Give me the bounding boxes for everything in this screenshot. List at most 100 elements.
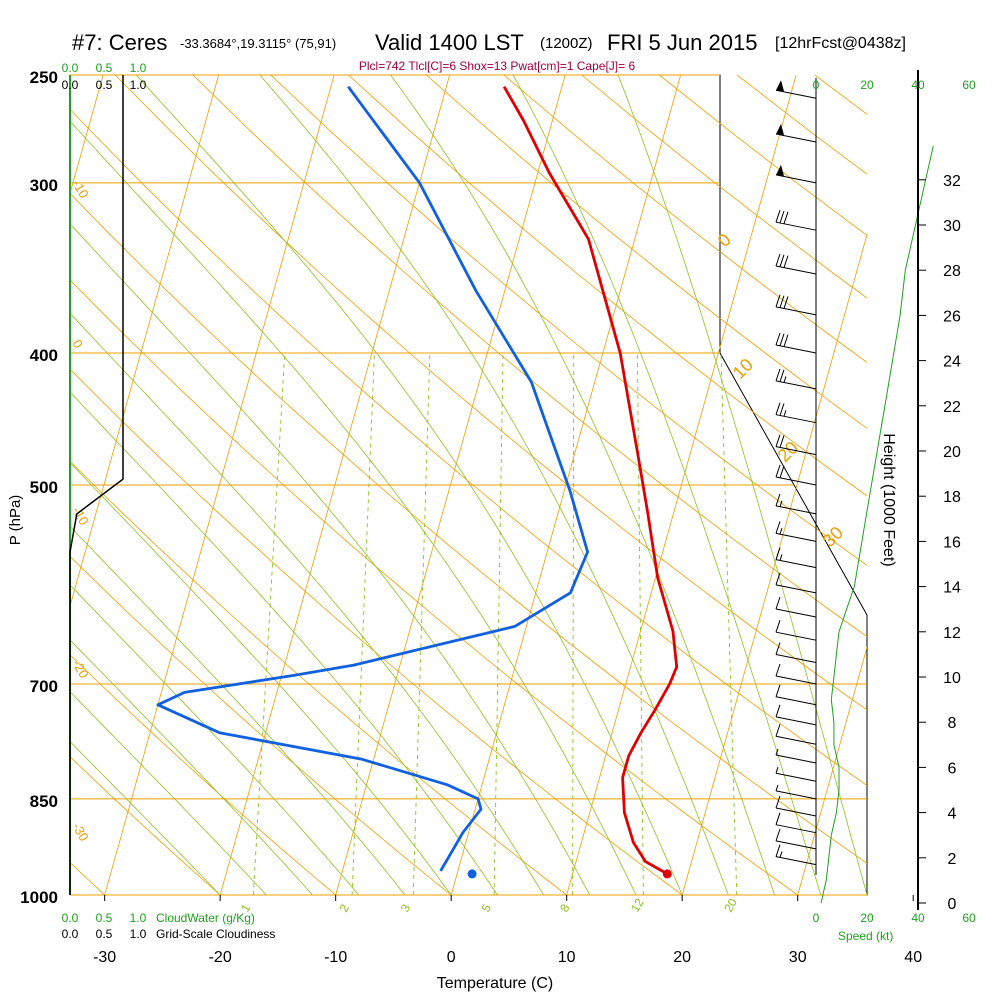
mixing-ratio-line xyxy=(636,353,644,895)
wind-barb xyxy=(775,80,817,99)
mixing-ratio-line xyxy=(252,352,286,895)
height-tick-label: 4 xyxy=(948,806,957,823)
wind-barb-flag xyxy=(776,80,784,92)
temperature-tick-label: -20 xyxy=(209,949,232,966)
speed-bottom-tick: 20 xyxy=(860,911,874,925)
wind-barb xyxy=(775,547,817,569)
wind-barb-full xyxy=(779,465,785,478)
wind-barb xyxy=(775,332,817,354)
dry-adiabat-line xyxy=(70,555,452,895)
mixing-ratio-label: 20 xyxy=(721,896,740,915)
pressure-tick-label: 250 xyxy=(30,68,58,87)
mixing-ratio-line xyxy=(412,352,431,895)
wind-barb xyxy=(775,521,817,542)
mixing-ratio-label: 8 xyxy=(557,901,573,914)
cloudiness-bottom-tick: 0.5 xyxy=(96,927,113,941)
mixing-ratio-label: 2 xyxy=(337,901,353,914)
wind-barb-staff xyxy=(775,675,817,685)
temperature-tick-label: -30 xyxy=(93,949,116,966)
temperature-tick-label: 20 xyxy=(673,949,691,966)
temperature-tick-label: 40 xyxy=(904,949,922,966)
station-coords: -33.3684°,19.3115° (75,91) xyxy=(180,36,336,51)
wind-barb-full xyxy=(775,812,781,825)
height-tick-label: 26 xyxy=(943,308,961,325)
mixing-ratio-label: 5 xyxy=(479,901,495,914)
wind-barb-full xyxy=(775,642,781,655)
temperature-tick-label: 10 xyxy=(558,949,576,966)
wind-barb-half xyxy=(775,784,779,792)
wind-barb xyxy=(775,642,817,664)
wind-barb-half xyxy=(783,410,787,417)
wind-barb-full xyxy=(775,724,781,737)
moist-adiabat-line xyxy=(70,740,221,895)
wind-profile xyxy=(775,78,934,904)
speed-top-tick: 20 xyxy=(860,78,874,92)
wind-barb xyxy=(775,210,817,231)
wind-barb xyxy=(775,572,817,594)
wind-barb-full xyxy=(775,464,781,478)
mixing-ratio-label: 12 xyxy=(628,896,647,915)
cloud-water-bottom-tick: 0.5 xyxy=(96,911,113,925)
moist-adiabat-line xyxy=(70,312,544,895)
wind-barb xyxy=(775,464,817,486)
wind-barb-full xyxy=(775,828,781,842)
wind-barb-full xyxy=(775,596,781,610)
pressure-tick-label: 500 xyxy=(30,478,58,497)
wind-barb xyxy=(775,812,817,834)
wind-barb-staff xyxy=(775,532,817,542)
speed-bottom-tick: 60 xyxy=(962,911,976,925)
moist-adiabat-line xyxy=(70,584,360,895)
wind-barb-full xyxy=(775,572,781,586)
wind-barb-full xyxy=(779,435,785,448)
pressure-tick-label: 850 xyxy=(30,792,58,811)
moist-adiabat-line xyxy=(512,75,822,895)
isotherm-label: 30 xyxy=(819,523,847,551)
height-tick-label: 2 xyxy=(948,851,957,868)
height-tick-label: 30 xyxy=(943,218,961,235)
isotherm-label: 0 xyxy=(714,230,735,251)
height-tick-label: 10 xyxy=(943,670,961,687)
wind-barb-full xyxy=(775,253,781,267)
temperature-tick-label: -10 xyxy=(324,949,347,966)
wind-barb-staff xyxy=(775,856,817,866)
moist-adiabat-line xyxy=(70,391,498,895)
wind-barb-staff xyxy=(775,414,817,424)
wind-barb-full xyxy=(775,493,781,507)
wind-barb-full xyxy=(783,334,789,347)
moist-adiabat-line xyxy=(70,462,452,895)
height-tick-label: 32 xyxy=(943,173,961,190)
moist-adiabat-line xyxy=(70,525,406,895)
wind-barb-full xyxy=(775,368,781,382)
cloudiness-top-tick: 0.5 xyxy=(96,78,113,92)
wind-barb-full xyxy=(775,704,781,717)
wind-barb-staff xyxy=(775,476,817,486)
wind-barb xyxy=(775,493,817,515)
cloudiness-bottom-tick: 0.0 xyxy=(62,927,79,941)
wind-barb-staff xyxy=(775,306,817,316)
wind-barb-staff xyxy=(775,824,817,834)
mixing-ratio-label: 3 xyxy=(398,901,414,914)
wind-barb-full xyxy=(783,296,789,309)
wind-barb-staff xyxy=(775,446,817,456)
dry-adiabat-line xyxy=(348,75,867,497)
wind-barb xyxy=(775,828,817,850)
dry-adiabat-line xyxy=(814,75,867,115)
wind-barb xyxy=(775,784,817,800)
wind-barb-staff xyxy=(775,654,817,664)
wind-barb xyxy=(775,795,817,817)
wind-barb-full xyxy=(775,663,781,677)
wind-barb-full xyxy=(775,620,781,633)
indices-line: Plcl=742 Tlcl[C]=6 Shox=13 Pwat[cm]=1 Ca… xyxy=(359,59,636,73)
cloudiness-top-tick: 0.0 xyxy=(62,78,79,92)
wind-barb xyxy=(775,124,817,143)
wind-barb-flag xyxy=(776,124,784,136)
wind-barb-staff xyxy=(775,505,817,515)
wind-barb-half xyxy=(779,554,783,561)
profile-series xyxy=(156,85,679,879)
wind-barb-half xyxy=(779,500,783,507)
wind-barb xyxy=(775,724,817,745)
wind-barb-full xyxy=(775,844,781,857)
moist-adiabat-line xyxy=(70,691,267,895)
moist-adiabat-line xyxy=(390,75,775,895)
